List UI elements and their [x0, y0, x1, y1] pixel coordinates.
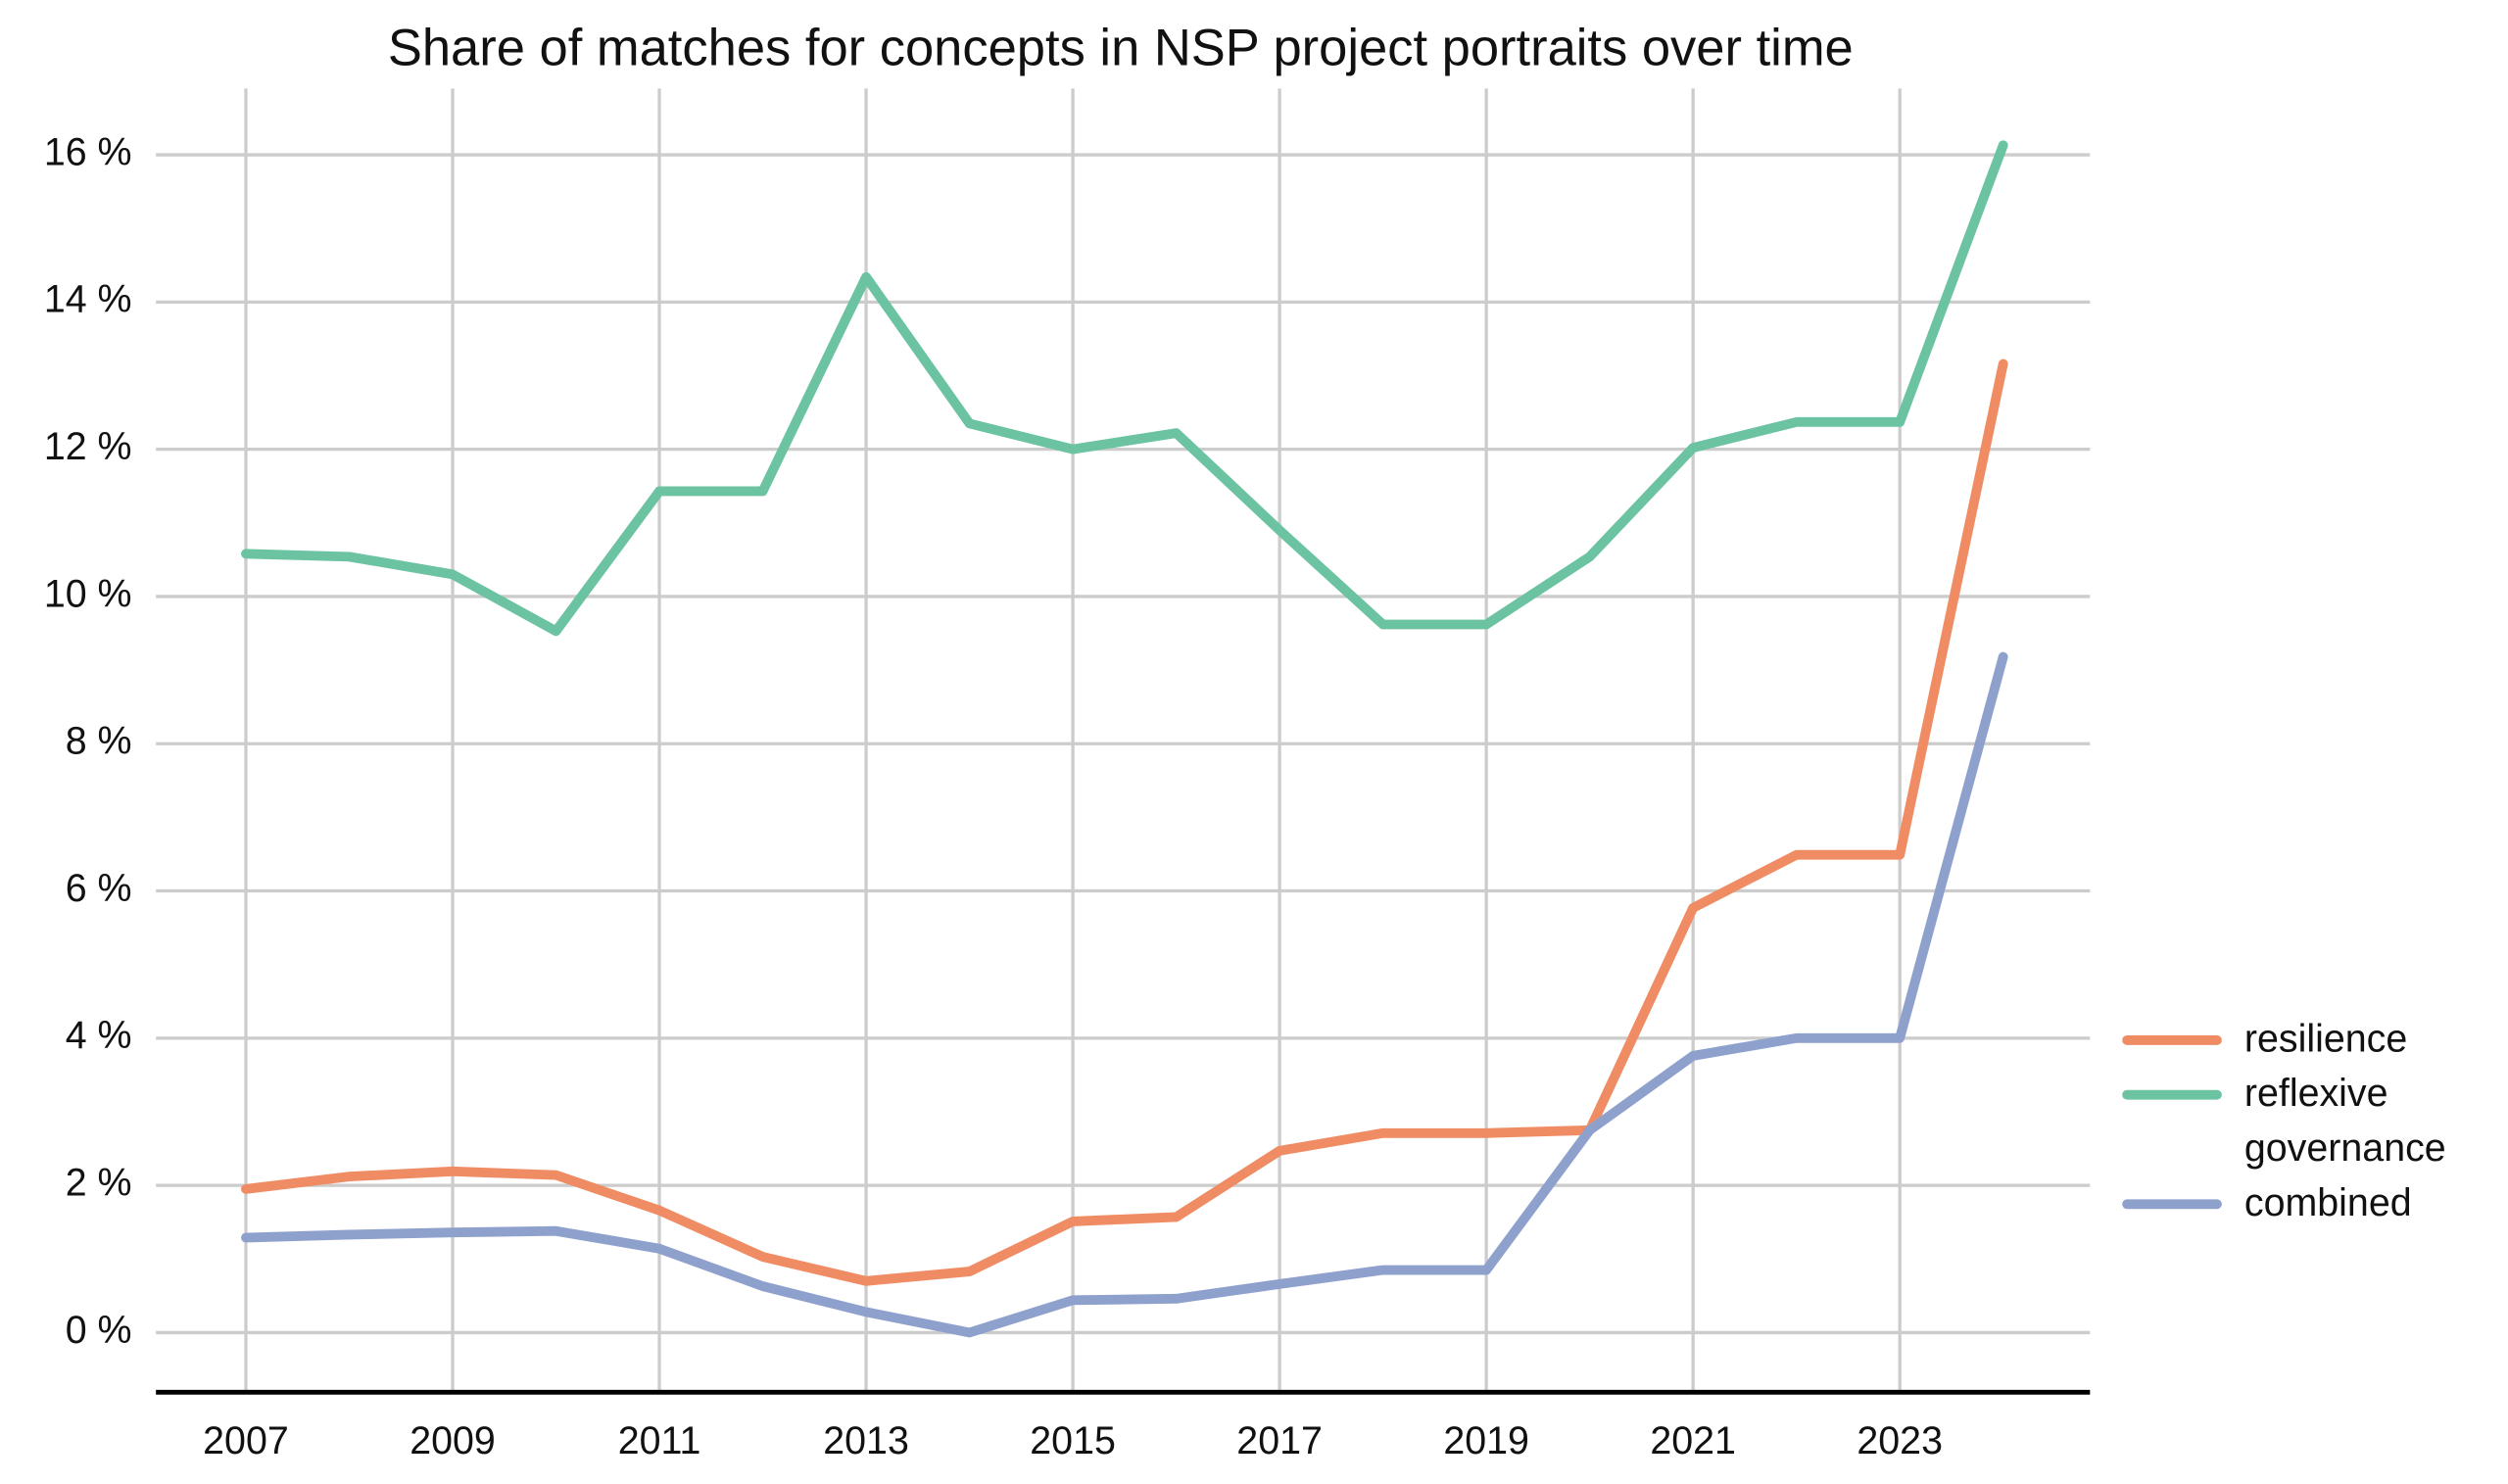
y-tick-label: 10 %: [44, 572, 132, 615]
x-tick-label: 2017: [1236, 1419, 1323, 1462]
legend-item: reflexive governance: [2122, 1068, 2508, 1177]
legend-label: resilience: [2243, 1017, 2408, 1062]
legend-box: resilience reflexive governance combined: [2122, 1013, 2508, 1231]
legend-item: resilience: [2122, 1013, 2508, 1068]
legend: resilience reflexive governance combined: [2122, 1013, 2508, 1231]
legend-label: reflexive governance: [2243, 1072, 2446, 1171]
series-line: [241, 140, 2008, 637]
x-tick-label: 2007: [203, 1419, 289, 1462]
legend-item: combined: [2122, 1176, 2508, 1231]
grid: [156, 88, 2091, 1393]
y-tick-label: 0 %: [66, 1309, 132, 1352]
y-tick-label: 4 %: [66, 1014, 132, 1057]
x-tick-label: 2023: [1857, 1419, 1943, 1462]
legend-label: combined: [2243, 1181, 2412, 1225]
x-tick-label: 2009: [410, 1419, 496, 1462]
y-tick-label: 12 %: [44, 425, 132, 468]
x-tick-label: 2011: [618, 1419, 701, 1462]
legend-swatch: [2122, 1199, 2222, 1210]
x-tick-label: 2013: [823, 1419, 909, 1462]
y-tick-label: 14 %: [44, 278, 132, 321]
y-tick-label: 16 %: [44, 130, 132, 173]
legend-swatch: [2122, 1089, 2222, 1100]
x-tick-label: 2015: [1030, 1419, 1116, 1462]
series-line: [241, 359, 2008, 1286]
series-line: [241, 651, 2008, 1338]
y-tick-label: 2 %: [66, 1162, 132, 1205]
chart-title: Share of matches for concepts in NSP pro…: [388, 20, 1854, 77]
x-tick-label: 2019: [1443, 1419, 1529, 1462]
y-tick-label: 6 %: [66, 867, 132, 910]
y-tick-label: 8 %: [66, 720, 132, 763]
legend-swatch: [2122, 1034, 2222, 1045]
x-tick-label: 2021: [1650, 1419, 1736, 1462]
